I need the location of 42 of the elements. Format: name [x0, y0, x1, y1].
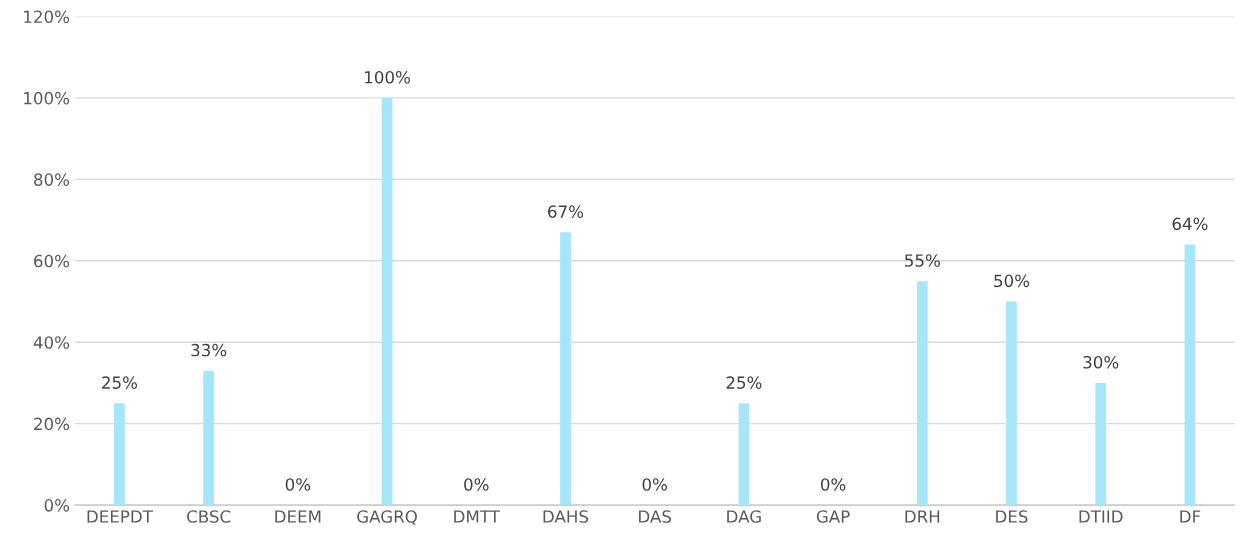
- data-label: 64%: [1172, 217, 1208, 231]
- x-tick-label: DMTT: [454, 510, 500, 523]
- bar: [560, 232, 571, 506]
- data-label: 25%: [102, 376, 138, 389]
- bar: [1184, 244, 1196, 506]
- data-label: 100%: [365, 70, 410, 84]
- x-tick-label: DRH: [905, 510, 940, 523]
- x-tick-label: DAG: [727, 510, 761, 523]
- x-tick-label: DEEM: [275, 510, 321, 523]
- x-tick-label: DF: [1180, 510, 1201, 523]
- data-label: 0%: [464, 478, 489, 491]
- x-tick-label: DEEPDT: [87, 510, 153, 523]
- bar: [114, 403, 125, 506]
- x-tick-label: DTIID: [1079, 510, 1123, 523]
- data-label: 0%: [285, 478, 311, 491]
- y-tick-label: 0%: [44, 499, 70, 512]
- x-tick-label: DAHS: [543, 510, 589, 523]
- data-label: 55%: [905, 254, 940, 267]
- y-tick-label: 120%: [24, 10, 70, 24]
- bar: [916, 281, 928, 506]
- data-label: 67%: [548, 205, 584, 218]
- x-tick-label: GAGRQ: [357, 510, 417, 525]
- data-label: 30%: [1083, 355, 1119, 369]
- bar: [381, 97, 393, 506]
- y-tick-label: 40%: [33, 336, 70, 349]
- data-label: 0%: [820, 478, 846, 491]
- data-label: 33%: [191, 343, 227, 357]
- y-tick-label: 100%: [24, 91, 70, 105]
- data-label: 50%: [994, 274, 1030, 288]
- x-tick-label: DAS: [639, 510, 672, 523]
- bar: [1006, 301, 1017, 506]
- bar: [203, 370, 214, 506]
- y-tick-label: 60%: [34, 254, 70, 268]
- x-tick-label: GAP: [816, 510, 850, 523]
- x-tick-label: CBSC: [187, 510, 231, 523]
- x-tick-label: DES: [996, 510, 1028, 523]
- bar: [738, 403, 750, 506]
- bar: [1095, 382, 1107, 506]
- y-tick-label: 20%: [34, 417, 70, 431]
- data-label: 25%: [726, 376, 762, 389]
- data-label: 0%: [642, 478, 667, 491]
- y-tick-label: 80%: [34, 173, 70, 186]
